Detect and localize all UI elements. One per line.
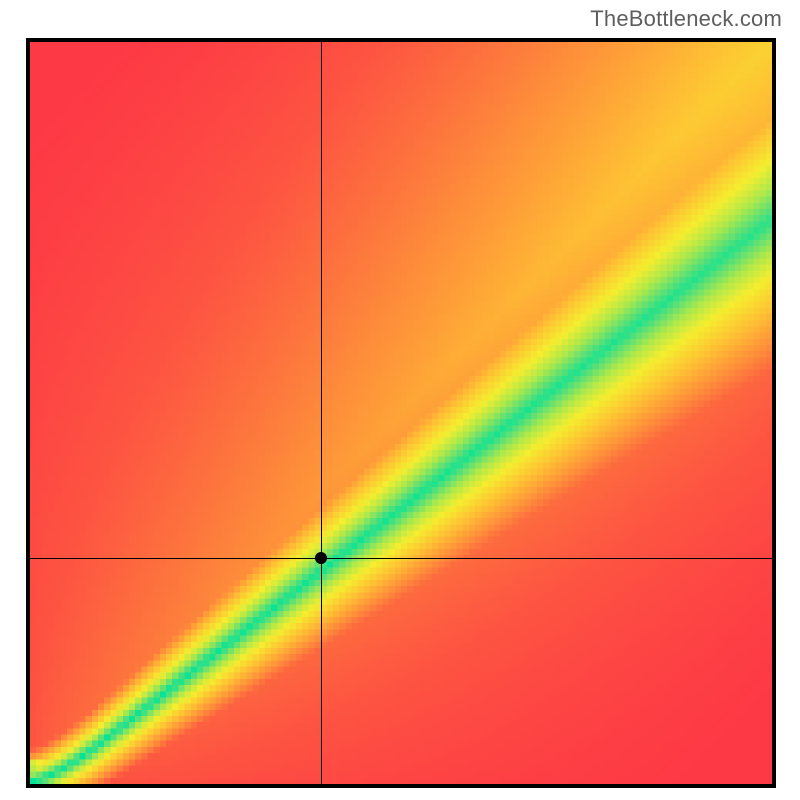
crosshair-marker	[315, 552, 327, 564]
plot-frame	[26, 38, 776, 788]
plot-inner	[30, 42, 772, 784]
crosshair-vertical	[321, 42, 322, 784]
crosshair-horizontal	[30, 558, 772, 559]
heatmap-canvas	[30, 42, 772, 784]
watermark-text: TheBottleneck.com	[590, 6, 782, 32]
